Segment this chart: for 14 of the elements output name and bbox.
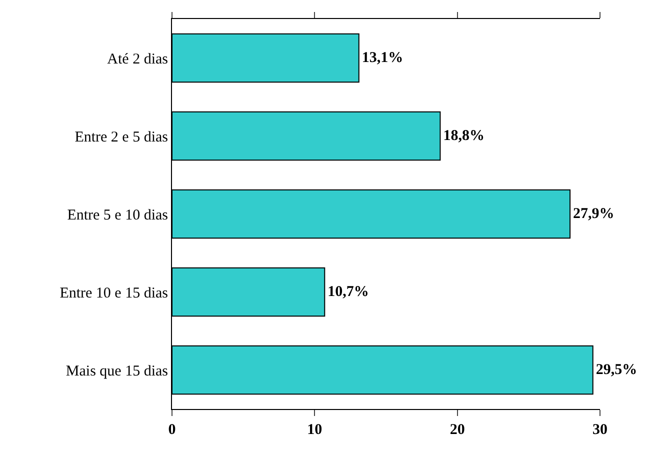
data-label: 13,1% <box>362 50 404 66</box>
x-tick-label: 30 <box>592 422 608 438</box>
data-label: 10,7% <box>328 284 369 300</box>
y-tick-label: Entre 2 e 5 dias <box>74 129 168 146</box>
x-tick-label: 10 <box>307 422 322 438</box>
y-tick-label: Mais que 15 dias <box>66 363 168 380</box>
y-tick-label: Entre 10 e 15 dias <box>60 285 168 302</box>
data-label: 18,8% <box>443 128 484 144</box>
y-tick-label: Entre 5 e 10 dias <box>67 207 168 224</box>
y-tick-label: Até 2 dias <box>107 51 168 68</box>
data-label: 27,9% <box>573 206 614 222</box>
data-label: 29,5% <box>596 362 638 378</box>
x-tick-label: 20 <box>450 422 465 438</box>
x-tick-label: 0 <box>168 422 176 438</box>
